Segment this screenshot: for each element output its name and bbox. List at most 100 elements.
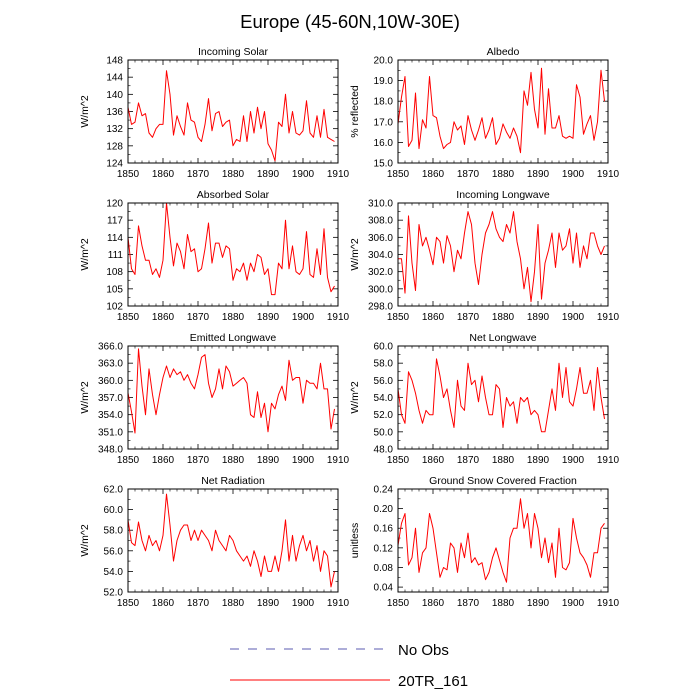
x-tick-label: 1850	[117, 312, 140, 323]
y-tick-label: 357.0	[98, 393, 123, 404]
panel-ground-snow-covered-fraction: Ground Snow Covered Fraction unitless 1850…	[349, 475, 620, 609]
y-tick-label: 117	[107, 216, 123, 227]
series-line-20tr-161	[128, 70, 335, 162]
x-tick-label: 1900	[292, 598, 315, 609]
x-tick-label: 1880	[492, 598, 515, 609]
figure-title: Europe (45-60N,10W-30E)	[240, 11, 460, 32]
y-tick-label: 144	[106, 73, 123, 84]
x-tick-label: 1880	[222, 598, 245, 609]
x-tick-label: 1850	[117, 455, 140, 466]
x-tick-label: 1910	[327, 598, 350, 609]
x-tick-label: 1880	[492, 169, 515, 180]
y-tick-label: 0.20	[374, 504, 394, 515]
x-tick-label: 1860	[422, 169, 445, 180]
series-line-20tr-161	[128, 348, 335, 434]
x-tick-label: 1860	[152, 169, 175, 180]
y-axis-label: W/m^2	[79, 95, 91, 128]
y-tick-label: 54.0	[374, 393, 394, 404]
x-tick-label: 1860	[152, 455, 175, 466]
y-tick-label: 148	[106, 56, 123, 67]
y-tick-label: 0.16	[374, 524, 394, 535]
panel-emitted-longwave: Emitted Longwave W/m^2 1850 1860 1870 1880 189…	[79, 332, 350, 466]
panel-incoming-longwave: Incoming Longwave W/m^2 1850 1860 1870 1880 18…	[349, 189, 620, 323]
plot-frame	[127, 345, 339, 450]
y-tick-label: 111	[108, 250, 124, 261]
y-tick-label: 60.0	[374, 342, 394, 353]
y-tick-label: 306.0	[368, 233, 393, 244]
x-tick-label: 1890	[257, 455, 280, 466]
y-tick-label: 17.0	[374, 117, 394, 128]
panel-grid: Incoming Solar W/m^2 1850 1860 1870 1880 1890 1…	[79, 46, 620, 609]
panel-net-radiation: Net Radiation W/m^2 1850 1860 1870 1880 1890 19…	[79, 475, 350, 609]
x-tick-label: 1860	[152, 598, 175, 609]
y-axis-label: W/m^2	[79, 524, 91, 557]
panel-incoming-solar: Incoming Solar W/m^2 1850 1860 1870 1880 1890 1…	[79, 46, 350, 180]
plot-frame	[127, 59, 339, 164]
y-tick-label: 102	[106, 302, 123, 313]
y-tick-label: 58.0	[374, 359, 394, 370]
panel-title: Incoming Solar	[198, 46, 269, 58]
x-tick-label: 1910	[597, 598, 620, 609]
y-tick-label: 108	[106, 267, 123, 278]
y-tick-label: 50.0	[374, 427, 394, 438]
y-tick-label: 56.0	[104, 546, 124, 557]
y-axis-label: W/m^2	[349, 238, 361, 271]
panel-title: Ground Snow Covered Fraction	[429, 475, 577, 487]
x-tick-label: 1860	[422, 312, 445, 323]
x-tick-label: 1880	[492, 455, 515, 466]
y-tick-label: 140	[106, 90, 123, 101]
y-tick-label: 366.0	[98, 342, 123, 353]
panel-title: Absorbed Solar	[197, 189, 270, 201]
y-tick-label: 52.0	[374, 410, 394, 421]
x-tick-label: 1900	[292, 312, 315, 323]
legend-obs-label: No Obs	[398, 642, 449, 659]
x-tick-label: 1910	[327, 455, 350, 466]
x-tick-label: 1900	[292, 169, 315, 180]
y-tick-label: 0.08	[374, 563, 394, 574]
x-tick-label: 1910	[327, 312, 350, 323]
x-tick-label: 1870	[457, 455, 480, 466]
y-axis-label: % reflected	[349, 85, 361, 138]
y-tick-label: 120	[106, 199, 123, 210]
panel-title: Albedo	[487, 46, 520, 58]
panel-net-longwave: Net Longwave W/m^2 1850 1860 1870 1880 1890 190…	[349, 332, 620, 466]
y-tick-label: 56.0	[374, 376, 394, 387]
y-tick-label: 18.0	[374, 97, 394, 108]
series-line-20tr-161	[128, 493, 335, 588]
x-tick-label: 1880	[222, 169, 245, 180]
plot-frame	[397, 202, 609, 307]
y-tick-label: 48.0	[374, 445, 394, 456]
x-tick-label: 1890	[257, 169, 280, 180]
plot-frame	[127, 202, 339, 307]
y-tick-label: 363.0	[98, 359, 123, 370]
y-tick-label: 60.0	[104, 505, 124, 516]
y-tick-label: 52.0	[104, 588, 124, 599]
legend-model-label: 20TR_161	[398, 673, 468, 690]
y-axis-label: W/m^2	[349, 381, 361, 414]
x-tick-label: 1890	[527, 455, 550, 466]
y-tick-label: 58.0	[104, 526, 124, 537]
y-tick-label: 124	[106, 159, 123, 170]
y-tick-label: 114	[107, 233, 123, 244]
x-tick-label: 1870	[457, 598, 480, 609]
x-tick-label: 1860	[422, 598, 445, 609]
y-tick-label: 105	[106, 284, 123, 295]
y-tick-label: 302.0	[368, 267, 393, 278]
x-tick-label: 1900	[562, 455, 585, 466]
y-tick-label: 298.0	[368, 302, 393, 313]
x-tick-label: 1880	[492, 312, 515, 323]
legend: No Obs 20TR_161	[230, 642, 468, 690]
series-line-20tr-161	[398, 211, 605, 303]
y-axis-label: W/m^2	[79, 238, 91, 271]
y-tick-label: 0.12	[374, 543, 394, 554]
plot-frame	[397, 59, 609, 164]
x-tick-label: 1870	[457, 169, 480, 180]
x-tick-label: 1900	[292, 455, 315, 466]
x-tick-label: 1910	[597, 169, 620, 180]
y-tick-label: 308.0	[368, 216, 393, 227]
x-tick-label: 1850	[387, 598, 410, 609]
series-line-20tr-161	[398, 67, 605, 154]
plot-frame	[397, 488, 609, 593]
x-tick-label: 1900	[562, 598, 585, 609]
y-tick-label: 354.0	[98, 410, 123, 421]
